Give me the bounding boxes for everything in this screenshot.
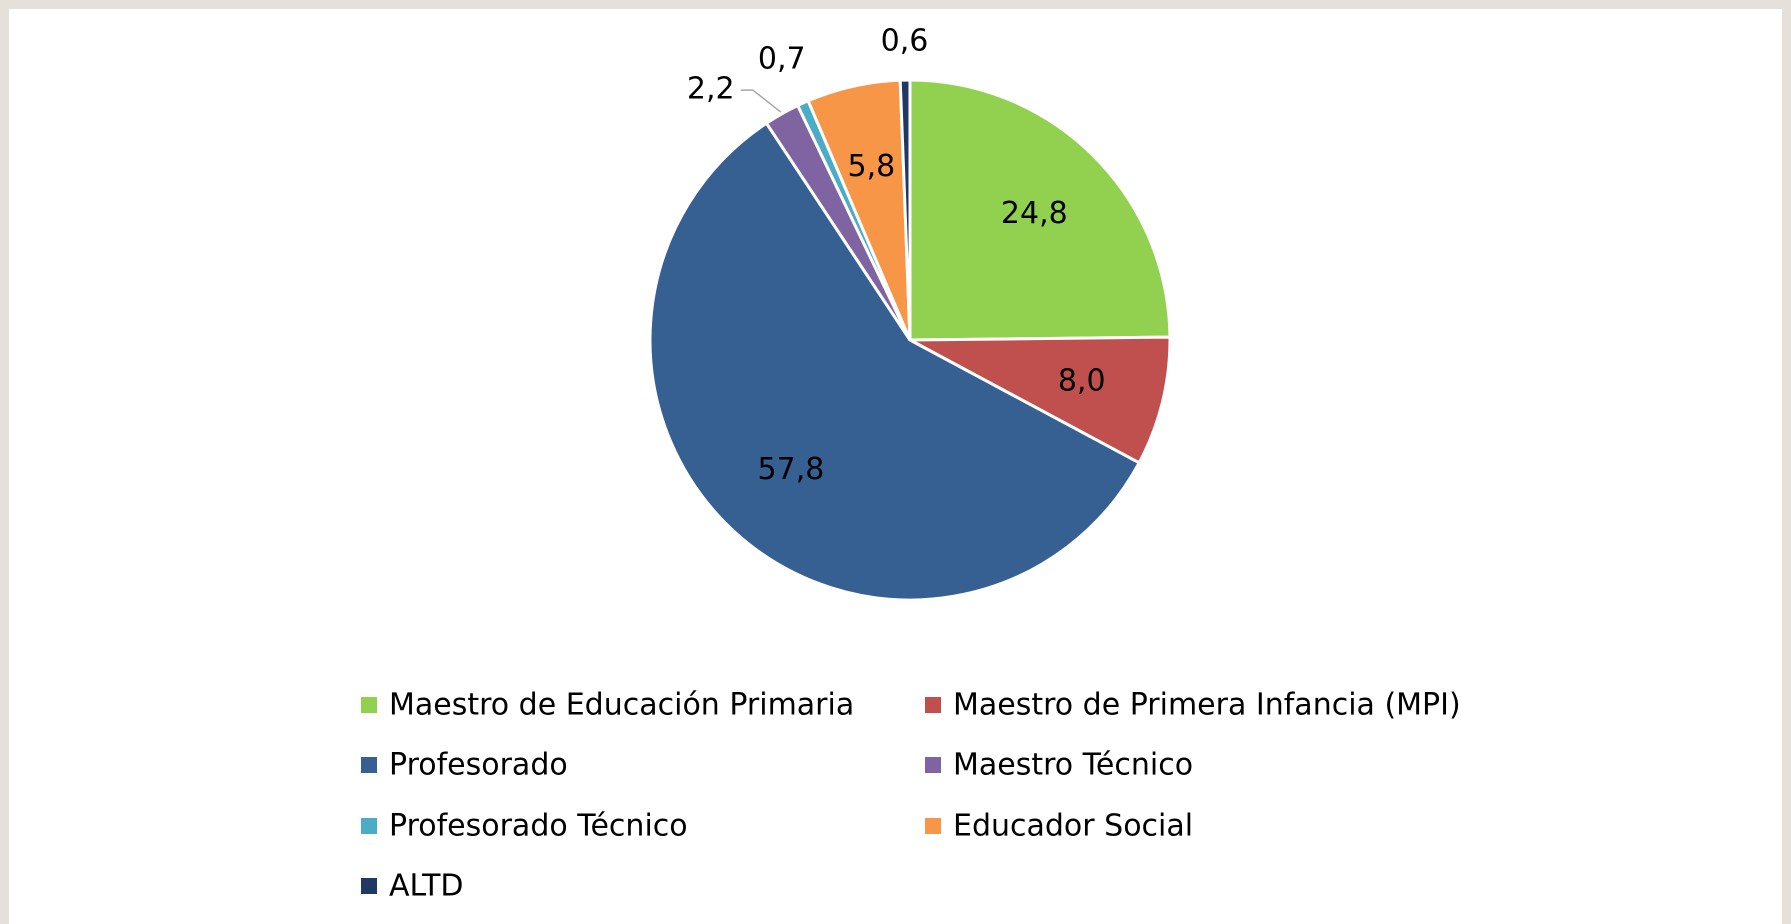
legend-label: Maestro Técnico [953,748,1193,783]
pie-slice [909,335,1172,465]
legend-label: Maestro de Primera Infancia (MPI) [953,688,1461,723]
legend-label: ALTD [389,869,464,904]
legend-swatch [925,697,941,713]
pie-slice [898,78,912,341]
legend-label: Profesorado [389,748,568,783]
data-label: 57,8 [758,452,825,487]
data-label: 0,7 [758,41,806,76]
pie-slice [648,121,1142,602]
data-label: 2,2 [687,72,735,107]
data-label: 8,0 [1058,364,1106,399]
legend-swatch [361,818,377,834]
leader-line [740,89,782,113]
legend-label: Profesorado Técnico [389,809,688,844]
legend-label: Maestro de Educación Primaria [389,688,854,723]
data-label: 24,8 [1001,196,1068,231]
legend-swatch [925,818,941,834]
legend-swatch [925,757,941,773]
legend-label: Educador Social [953,809,1193,844]
data-label: 0,6 [881,24,929,59]
legend-swatch [361,757,377,773]
pie-slice [908,78,1172,342]
legend-swatch [361,878,377,894]
legend-swatch [361,697,377,713]
data-label: 5,8 [848,149,896,184]
